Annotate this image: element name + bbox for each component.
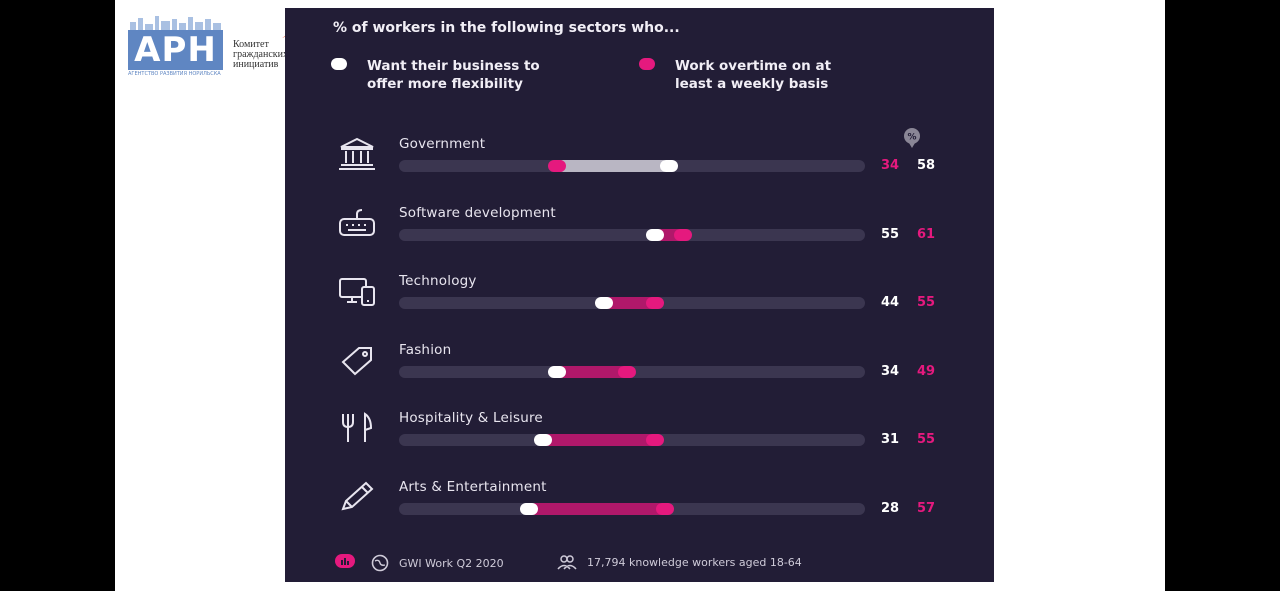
arn-logo: АРН АГЕНТСТВО РАЗВИТИЯ НОРИЛЬСКА (128, 14, 223, 77)
chart-row: Software development 55 61 (285, 205, 994, 265)
category-label: Government (399, 136, 486, 152)
footer-chart-badge (335, 554, 365, 568)
value-label: 55 (917, 432, 936, 447)
keyboard-icon (337, 205, 377, 241)
bar-track (399, 228, 865, 241)
chart-row: Fashion 34 49 (285, 342, 994, 402)
legend-label-line: least a weekly basis (675, 76, 829, 92)
flexibility-dot (646, 228, 665, 241)
overtime-dot (674, 228, 693, 241)
value-label: 57 (917, 500, 936, 516)
government-building-icon (337, 136, 377, 172)
chart-title: % of workers in the following sectors wh… (333, 20, 680, 36)
overtime-dot (646, 434, 665, 446)
footer-sample: 17,794 knowledge workers aged 18-64 (557, 554, 802, 570)
chart-row: Arts & Entertainment 28 57 (285, 479, 994, 539)
devices-icon (337, 273, 377, 309)
legend-item-overtime: Work overtime on at least a weekly basis (639, 57, 831, 93)
flexibility-dot (548, 365, 567, 378)
legend-swatch-pink (639, 58, 655, 70)
skyline-graphic (130, 16, 221, 32)
legend-swatch-white (331, 58, 347, 70)
chart-row: Technology 44 55 (285, 273, 994, 333)
arn-logo-text: АРН (128, 30, 223, 70)
category-label: Technology (399, 273, 477, 289)
category-label: Fashion (399, 341, 452, 358)
value-label: 58 (917, 158, 936, 173)
percent-header-label: % (907, 133, 916, 143)
flexibility-dot (520, 502, 539, 515)
bar-track (399, 365, 865, 378)
flexibility-dot (534, 434, 553, 446)
category-label: Arts & Entertainment (399, 478, 547, 495)
value-label: 49 (917, 363, 936, 379)
footer-source: GWI Work Q2 2020 (371, 554, 504, 572)
price-tag-icon (337, 342, 377, 378)
globe-icon (371, 554, 389, 572)
people-icon (557, 555, 577, 570)
arn-logo-subtitle: АГЕНТСТВО РАЗВИТИЯ НОРИЛЬСКА (128, 71, 221, 77)
legend-item-flexibility: Want their business to offer more flexib… (331, 57, 540, 93)
flexibility-dot (660, 160, 679, 172)
overtime-dot (655, 502, 674, 515)
bar-track (399, 502, 865, 515)
bar-track (399, 434, 865, 446)
category-label: Hospitality & Leisure (399, 410, 543, 426)
range-bar (557, 365, 628, 378)
chart-row: Government 34 58 (285, 136, 994, 196)
value-label: 44 (881, 295, 900, 310)
legend-label-line: offer more flexibility (367, 76, 523, 92)
value-label: 31 (881, 432, 900, 447)
value-label: 61 (917, 226, 936, 242)
source-text: GWI Work Q2 2020 (399, 556, 504, 570)
range-bar (543, 434, 656, 446)
value-label: 34 (881, 158, 900, 173)
kgi-logo-line: Комитет (233, 39, 269, 50)
kgi-logo-line: инициатив (233, 59, 279, 70)
cutlery-icon (337, 410, 377, 446)
value-label: 28 (881, 500, 900, 516)
flexibility-dot (595, 297, 614, 309)
range-bar (557, 160, 670, 172)
category-label: Software development (399, 204, 556, 221)
legend-label: Want their business to offer more flexib… (367, 57, 540, 93)
chart-badge-icon (335, 554, 355, 568)
value-label: 34 (881, 363, 900, 379)
range-bar (529, 502, 665, 515)
kgi-logo: Комитет гражданских инициатив (233, 40, 288, 70)
overtime-dot (646, 297, 665, 309)
value-label: 55 (881, 226, 900, 242)
legend-label-line: Want their business to (367, 58, 540, 74)
kgi-logo-line: гражданских (233, 49, 288, 60)
range-bar (604, 297, 656, 309)
bar-track (399, 297, 865, 309)
overtime-dot (548, 160, 567, 172)
overtime-dot (618, 365, 637, 378)
pencil-icon (337, 479, 377, 515)
chart-row: Hospitality & Leisure 31 55 (285, 410, 994, 470)
chart-panel: % of workers in the following sectors wh… (285, 8, 994, 582)
value-label: 55 (917, 295, 936, 310)
legend-label-line: Work overtime on at (675, 58, 832, 74)
legend-label: Work overtime on at least a weekly basis (675, 57, 831, 93)
sample-text: 17,794 knowledge workers aged 18-64 (587, 555, 802, 569)
percent-icon: % (902, 127, 922, 149)
bar-track (399, 160, 865, 172)
